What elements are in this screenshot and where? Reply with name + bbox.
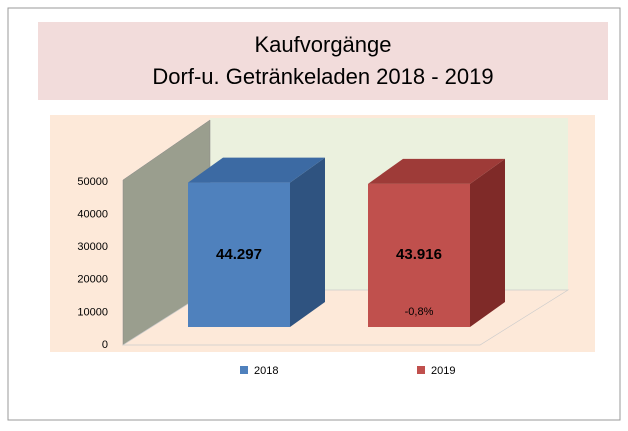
y-tick-label: 10000 [77,306,108,318]
y-tick-label: 0 [102,339,108,351]
y-tick-label: 30000 [77,241,108,253]
bar [188,157,325,327]
chart-title: Dorf-u. Getränkeladen 2018 - 2019 [152,64,493,89]
legend-swatch [417,366,425,374]
bar-side [470,158,505,327]
bar-top [368,158,505,184]
bar-front [368,183,470,327]
y-tick-label: 50000 [77,176,108,188]
legend-label: 2018 [254,365,278,377]
bar-top [188,157,325,183]
y-tick-label: 40000 [77,209,108,221]
bar-front [188,182,290,327]
data-label: 44.297 [216,246,262,263]
legend-label: 2019 [431,365,455,377]
title-box [38,22,608,100]
legend-swatch [240,366,248,374]
bar [368,158,505,327]
bar-side [290,157,325,327]
y-tick-label: 20000 [77,274,108,286]
annotation: -0,8% [405,306,434,318]
chart-title: Kaufvorgänge [255,32,392,57]
data-label: 43.916 [396,246,442,263]
